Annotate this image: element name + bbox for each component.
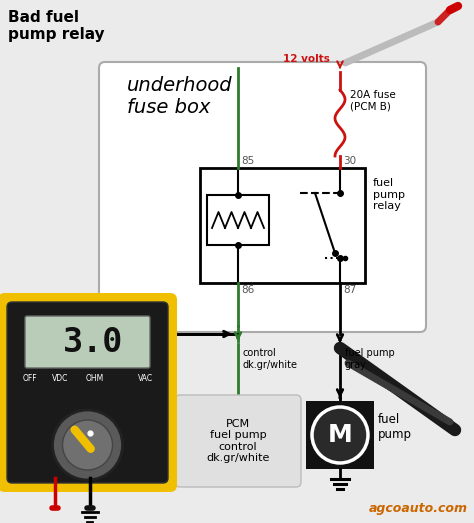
Text: 3.0: 3.0 <box>64 325 124 358</box>
FancyBboxPatch shape <box>99 62 426 332</box>
FancyBboxPatch shape <box>7 302 168 483</box>
Text: 86: 86 <box>241 285 254 295</box>
Text: 20A fuse
(PCM B): 20A fuse (PCM B) <box>350 90 396 111</box>
Circle shape <box>53 410 122 480</box>
Text: VAC: VAC <box>138 374 153 383</box>
Text: fuel
pump
relay: fuel pump relay <box>373 178 405 211</box>
Bar <box>306 401 374 469</box>
Text: fuel pump
gray: fuel pump gray <box>345 348 395 370</box>
Text: fuel
pump: fuel pump <box>378 413 412 441</box>
Bar <box>200 168 365 283</box>
Text: OHM: OHM <box>86 374 104 383</box>
Text: control
dk.gr/white: control dk.gr/white <box>243 348 298 370</box>
Text: OFF: OFF <box>23 374 37 383</box>
Circle shape <box>63 420 112 470</box>
Text: 85: 85 <box>241 156 254 166</box>
FancyBboxPatch shape <box>175 395 301 487</box>
Circle shape <box>312 407 368 463</box>
Text: underhood
fuse box: underhood fuse box <box>127 76 233 117</box>
Text: agcoauto.com: agcoauto.com <box>369 502 468 515</box>
FancyBboxPatch shape <box>0 293 177 492</box>
Text: Bad fuel
pump relay: Bad fuel pump relay <box>8 10 105 42</box>
Text: M: M <box>328 423 352 447</box>
Text: PCM
fuel pump
control
dk.gr/white: PCM fuel pump control dk.gr/white <box>206 418 270 463</box>
Text: 87: 87 <box>343 285 356 295</box>
Bar <box>207 195 269 245</box>
Text: 30: 30 <box>343 156 356 166</box>
Text: 12 volts: 12 volts <box>283 54 330 64</box>
FancyBboxPatch shape <box>25 316 150 368</box>
Text: VDC: VDC <box>52 374 68 383</box>
